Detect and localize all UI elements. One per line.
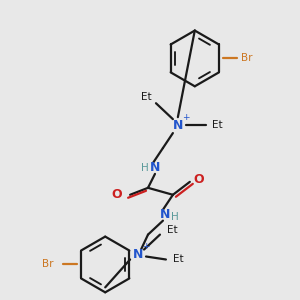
Text: Et: Et [141,92,151,102]
Text: O: O [112,188,122,201]
Text: Et: Et [172,254,183,265]
Text: +: + [182,113,190,122]
Text: Et: Et [212,120,223,130]
Text: Br: Br [241,53,252,63]
Text: H: H [141,163,149,173]
Text: O: O [194,173,204,186]
Text: N: N [150,161,160,174]
Text: N: N [133,248,143,261]
Text: H: H [171,212,179,222]
Text: Et: Et [167,225,177,235]
Text: +: + [142,242,150,251]
Text: Br: Br [42,260,53,269]
Text: N: N [173,118,183,132]
Text: N: N [160,208,170,221]
